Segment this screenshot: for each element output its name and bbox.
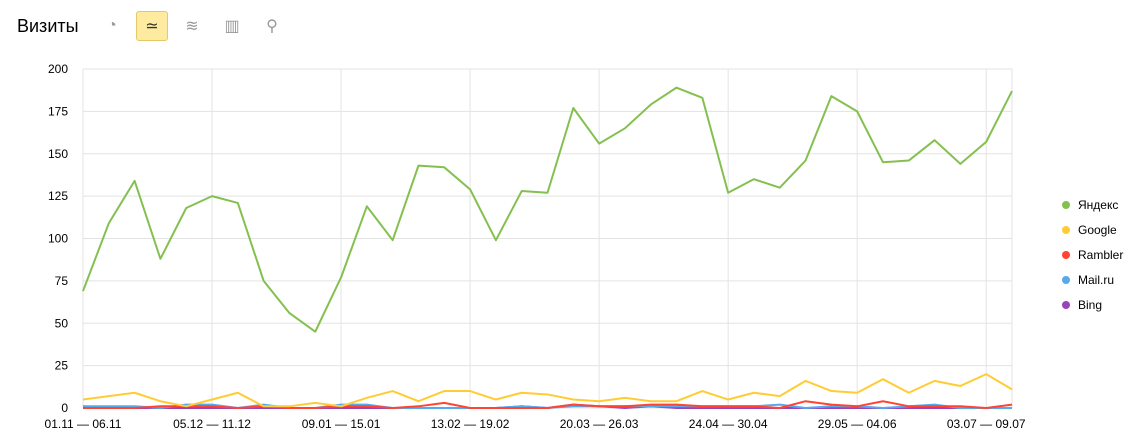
pie-chart-button[interactable]: ◔: [96, 11, 128, 41]
legend-item[interactable]: Rambler: [1062, 242, 1123, 267]
y-tick-label: 75: [55, 274, 69, 288]
area-chart-button[interactable]: ≋: [176, 11, 208, 41]
y-tick-label: 25: [55, 359, 69, 373]
legend-item[interactable]: Google: [1062, 217, 1123, 242]
legend-dot-icon: [1062, 250, 1070, 259]
legend-dot-icon: [1062, 300, 1070, 309]
bar-chart-button[interactable]: ▥: [216, 11, 248, 41]
legend-item[interactable]: Mail.ru: [1062, 267, 1123, 292]
legend-label: Яндекс: [1078, 197, 1119, 212]
x-tick-label: 09.01 — 15.01: [302, 417, 381, 431]
y-tick-label: 50: [55, 316, 69, 330]
legend-label: Google: [1078, 222, 1117, 237]
pie-chart-icon: ◔: [107, 17, 117, 34]
x-tick-label: 01.11 — 06.11: [45, 417, 122, 431]
x-tick-label: 03.07 — 09.07: [947, 417, 1026, 431]
x-tick-label: 13.02 — 19.02: [431, 417, 510, 431]
y-tick-label: 200: [48, 62, 68, 76]
page-title: Визиты: [17, 16, 79, 36]
series-line-Google: [82, 373, 1013, 408]
x-tick-label: 29.05 — 04.06: [818, 417, 897, 431]
x-tick-label: 24.04 — 30.04: [689, 417, 768, 431]
y-tick-label: 0: [61, 401, 68, 415]
line-chart-icon: ≃: [145, 18, 159, 35]
x-tick-label: 20.03 — 26.03: [560, 417, 639, 431]
x-tick-label: 05.12 — 11.12: [173, 417, 251, 431]
y-tick-label: 150: [48, 147, 68, 161]
legend-label: Rambler: [1078, 247, 1124, 262]
line-chart-button[interactable]: ≃: [136, 11, 168, 41]
series-line-Яндекс: [82, 86, 1013, 333]
area-chart-icon: ≋: [185, 18, 199, 35]
y-tick-label: 175: [48, 104, 68, 118]
y-tick-label: 125: [48, 189, 68, 203]
legend-label: Mail.ru: [1078, 272, 1115, 287]
legend-item[interactable]: Яндекс: [1062, 192, 1123, 217]
series-line-Rambler: [83, 400, 1013, 409]
bar-chart-icon: ▥: [224, 18, 240, 35]
legend-dot-icon: [1062, 275, 1070, 284]
y-tick-label: 100: [48, 232, 68, 246]
legend-dot-icon: [1062, 225, 1070, 234]
legend-dot-icon: [1062, 200, 1070, 209]
map-pin-icon: ⚲: [266, 18, 278, 35]
map-pin-button[interactable]: ⚲: [256, 11, 288, 41]
legend-label: Bing: [1078, 297, 1103, 312]
legend-item[interactable]: Bing: [1062, 292, 1123, 317]
legend: Яндекс Google Rambler Mail.ru Bing: [1062, 192, 1123, 317]
